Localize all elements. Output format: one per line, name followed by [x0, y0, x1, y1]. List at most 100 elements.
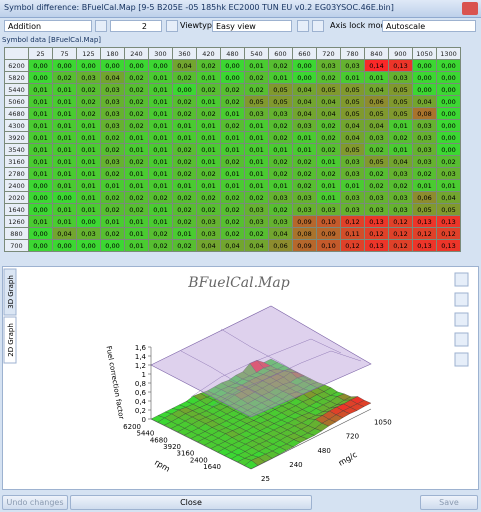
close-button[interactable]: Close	[70, 495, 312, 510]
cell: 0,05	[364, 107, 389, 120]
zoom-in-icon[interactable]	[454, 272, 469, 287]
undo-button[interactable]: Undo changes	[2, 495, 68, 510]
cell: 0,02	[220, 119, 245, 132]
cell: 0,02	[268, 155, 293, 168]
mesh-line	[180, 350, 272, 402]
rpm-tick-label: 1640	[203, 463, 221, 471]
table-row: 3540 0,01 0,01 0,01 0,02 0,01 0,01 0,02 0,01 0,01…	[4, 143, 461, 156]
cell: 0,01	[148, 131, 173, 144]
cell: 0,01	[244, 179, 269, 192]
cell: 0,03	[340, 155, 365, 168]
cell: 0,00	[412, 83, 437, 96]
cell: 0,12	[412, 227, 437, 240]
cell: 0,03	[412, 143, 437, 156]
column-header: 180	[100, 47, 125, 60]
cell: 0,03	[292, 119, 317, 132]
cell: 0,03	[76, 71, 101, 84]
row-header: 1260	[4, 215, 29, 228]
graph-tab[interactable]: 2D Graph	[7, 323, 15, 357]
cell: 0,02	[196, 191, 221, 204]
cell: 0,02	[124, 119, 149, 132]
cell: 0,03	[100, 95, 125, 108]
z-tick-label: 1,6	[135, 344, 147, 352]
cell: 0,03	[340, 59, 365, 72]
cell: 0,01	[76, 167, 101, 180]
cell: 0,14	[364, 59, 389, 72]
cell: 0,01	[76, 191, 101, 204]
data-tab[interactable]: Symbol data [BFuelCal.Map]	[2, 36, 102, 44]
cell: 0,05	[244, 95, 269, 108]
mesh-line	[210, 350, 362, 408]
save-button[interactable]: Save	[420, 495, 478, 510]
cell: 0,02	[76, 107, 101, 120]
table-row: 2400 0,00 0,01 0,01 0,01 0,01 0,01 0,01 0,01 0,01…	[4, 179, 461, 192]
graph-tab[interactable]: 3D Graph	[7, 275, 15, 309]
load-tick-label: 720	[346, 433, 359, 441]
apply-icon[interactable]	[95, 20, 107, 32]
cell: 0,00	[436, 71, 461, 84]
load-tick-label: 1050	[374, 419, 392, 427]
table-row: 5060 0,01 0,01 0,02 0,03 0,02 0,01 0,02 0,01 0,02…	[4, 95, 461, 108]
load-axis-label: mg/c	[337, 450, 359, 468]
graph-title: BFuelCal.Map	[187, 275, 289, 291]
cell: 0,00	[124, 59, 149, 72]
cell: 0,04	[316, 107, 341, 120]
cell: 0,04	[292, 95, 317, 108]
cell: 0,01	[124, 167, 149, 180]
cell: 0,01	[412, 179, 437, 192]
cell: 0,01	[436, 179, 461, 192]
toolbar-icon[interactable]	[297, 20, 309, 32]
cell: 0,01	[268, 179, 293, 192]
zoom-out-icon[interactable]	[454, 292, 469, 307]
cell: 0,03	[196, 227, 221, 240]
cell: 0,02	[220, 191, 245, 204]
cell: 0,01	[28, 131, 53, 144]
cell: 0,01	[124, 179, 149, 192]
reference-surface	[150, 305, 372, 418]
cell: 0,02	[172, 215, 197, 228]
axis-lock-combo[interactable]: Autoscale	[382, 20, 476, 32]
cell: 0,00	[76, 215, 101, 228]
cell: 0,05	[268, 83, 293, 96]
data-table: 25 75 125 180 240 300 360 420 480 540 600 660 720 780…	[4, 47, 461, 252]
cell: 0,00	[28, 203, 53, 216]
cell: 0,03	[268, 191, 293, 204]
cell: 0,02	[268, 119, 293, 132]
cell: 0,01	[220, 143, 245, 156]
cell: 0,05	[388, 95, 413, 108]
table-row: 6200 0,00 0,00 0,00 0,00 0,00 0,00 0,04 0,02 0,00…	[4, 59, 461, 72]
viewtype-combo[interactable]: Easy view	[212, 20, 292, 32]
toolbar-icon[interactable]	[312, 20, 324, 32]
rotate-icon[interactable]	[454, 312, 469, 327]
window-title: Symbol difference: BFuelCal.Map [9-5 B20…	[4, 3, 394, 12]
value-input[interactable]: 2	[110, 20, 162, 32]
rotate-icon[interactable]	[454, 332, 469, 347]
cell: 0,01	[100, 215, 125, 228]
cell: 0,00	[28, 71, 53, 84]
cell: 0,04	[412, 95, 437, 108]
cell: 0,01	[244, 59, 269, 72]
operation-combo[interactable]: Addition	[4, 20, 92, 32]
edit-icon[interactable]	[166, 20, 178, 32]
cell: 0,05	[436, 203, 461, 216]
close-window[interactable]	[462, 2, 478, 15]
cell: 0,03	[388, 203, 413, 216]
cell: 0,00	[436, 143, 461, 156]
cell: 0,04	[244, 239, 269, 252]
cell: 0,13	[412, 239, 437, 252]
graph-panel: 3D Graph 2D Graph BFuelCal.Map 0 0,2 0,4 0,…	[2, 266, 479, 490]
cell: 0,00	[100, 59, 125, 72]
cell: 0,03	[340, 203, 365, 216]
cell: 0,02	[172, 95, 197, 108]
reset-icon[interactable]	[454, 352, 469, 367]
column-header: 75	[52, 47, 77, 60]
cell: 0,01	[76, 203, 101, 216]
cell: 0,01	[196, 119, 221, 132]
cell: 0,03	[316, 203, 341, 216]
cell: 0,03	[100, 119, 125, 132]
cell: 0,02	[196, 83, 221, 96]
cell: 0,02	[100, 167, 125, 180]
cell: 0,02	[292, 179, 317, 192]
cell: 0,04	[340, 131, 365, 144]
cell: 0,01	[52, 167, 77, 180]
